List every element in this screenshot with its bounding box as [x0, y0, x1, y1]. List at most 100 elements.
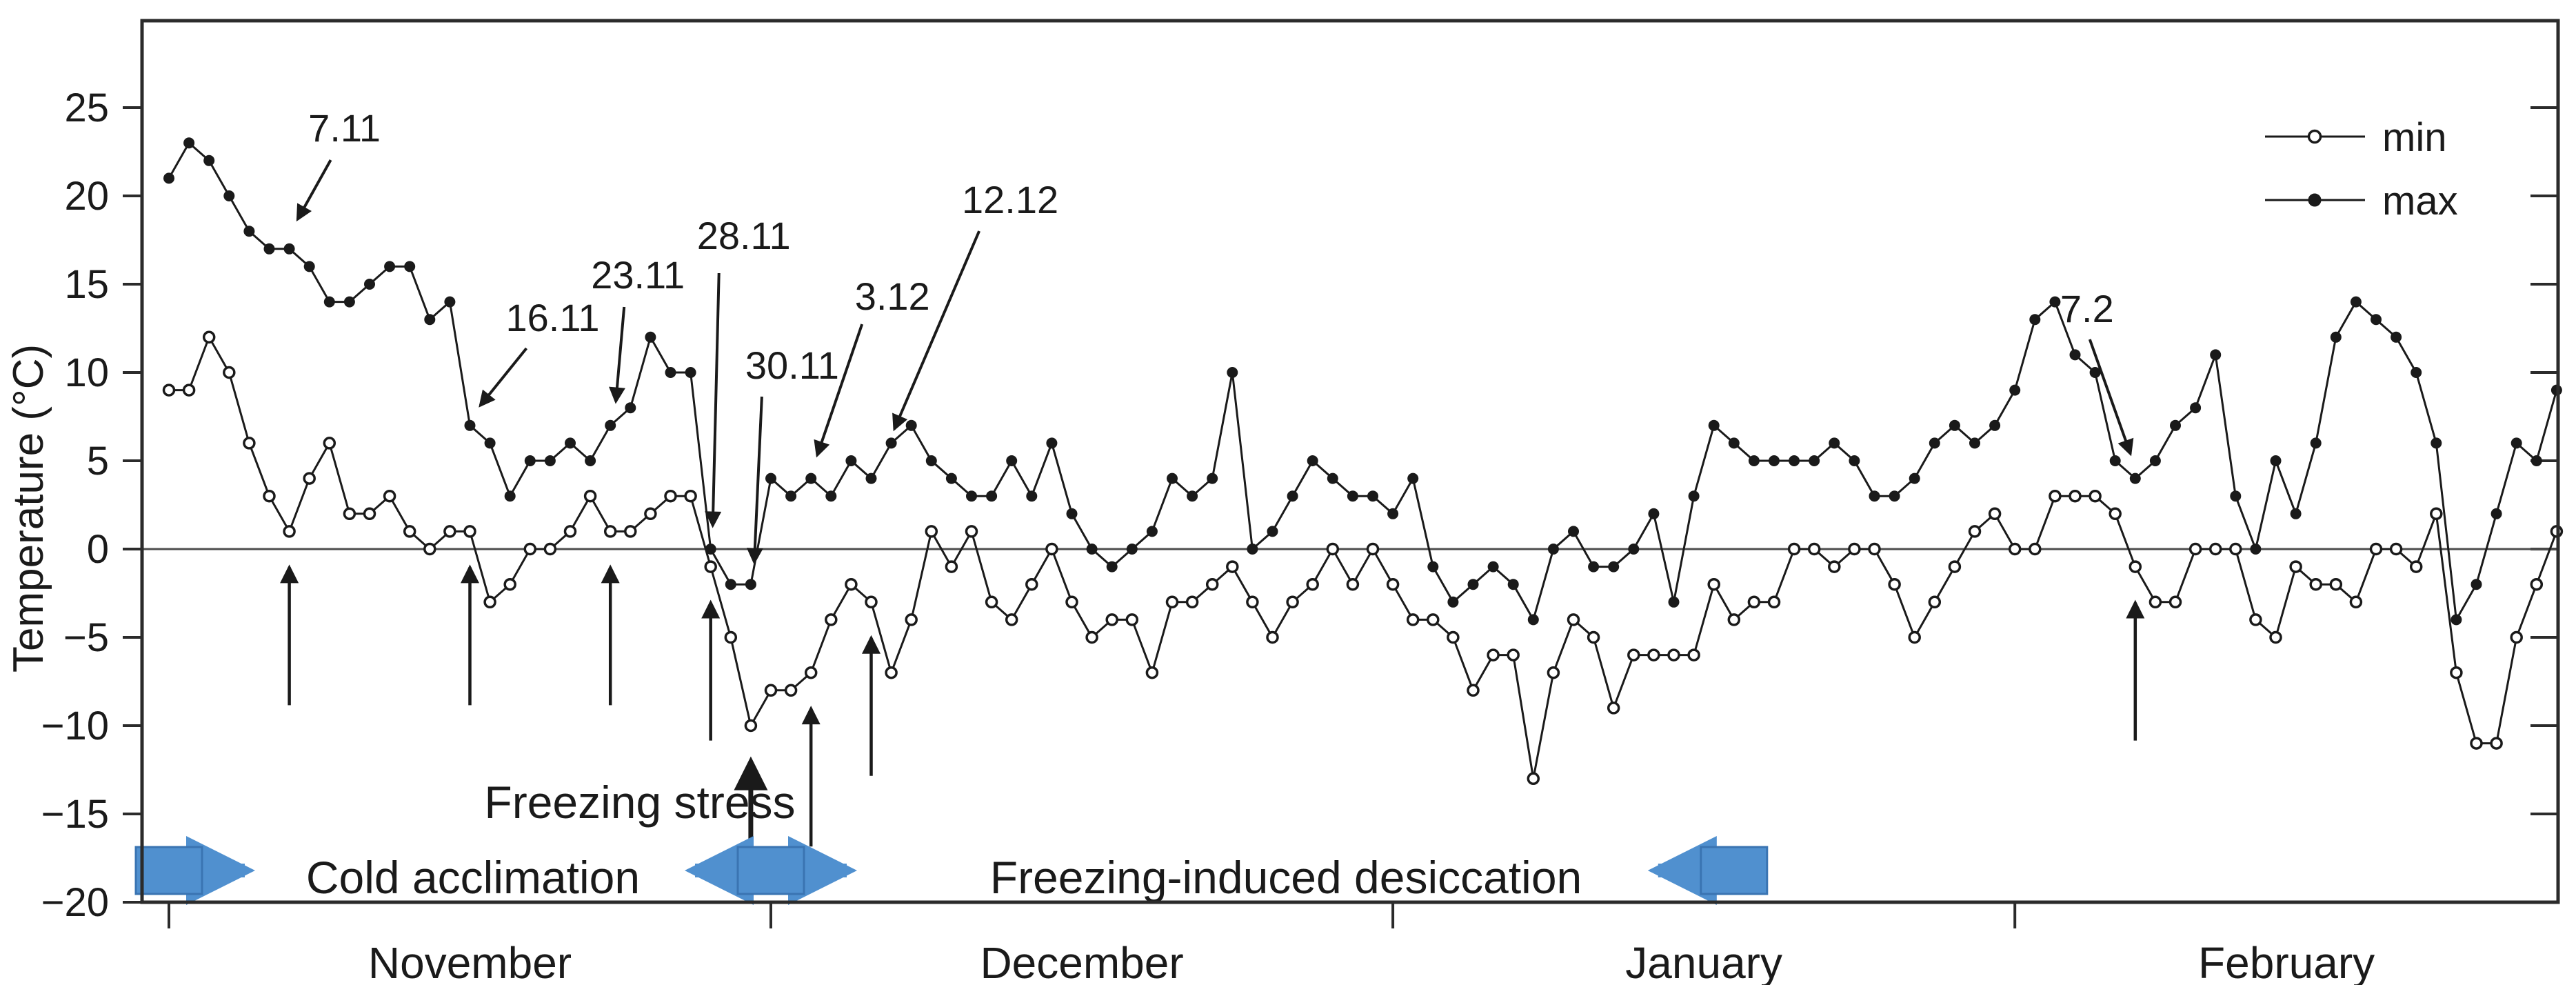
data-point-min [1968, 525, 1982, 538]
data-point-min [2369, 542, 2383, 556]
start-of-acclimation-marker [134, 836, 255, 905]
data-point-min [845, 577, 858, 591]
data-point-min [2450, 666, 2463, 679]
data-point-min [162, 384, 176, 397]
data-point-min [744, 719, 758, 733]
data-point-min [1527, 772, 1540, 786]
chart-content: 25 20 15 10 5 0 −5 −10 −15 −20 November December Jan… [41, 86, 2564, 985]
data-point-max [665, 367, 676, 378]
data-point-max [1367, 490, 1378, 502]
data-point-max [504, 490, 516, 502]
month-label-november: November [368, 938, 572, 985]
plot-frame [140, 19, 2560, 904]
data-point-max [986, 490, 998, 502]
data-point-min [2249, 613, 2262, 626]
data-point-max [283, 243, 295, 255]
data-point-min [323, 437, 336, 450]
data-point-max [2089, 367, 2101, 378]
data-point-max [544, 455, 556, 466]
range-box-icon [134, 846, 203, 895]
data-point-max [1467, 579, 1479, 590]
data-point-max [524, 455, 536, 466]
data-point-max [2471, 579, 2482, 590]
data-point-min [1326, 542, 1340, 556]
data-point-min [1868, 542, 1881, 556]
data-point-min [2169, 595, 2182, 609]
annotation-label-7.11: 7.11 [308, 106, 381, 150]
data-point-min [263, 489, 276, 503]
data-point-max [384, 261, 396, 272]
annotation-label-23.11: 23.11 [591, 253, 685, 297]
data-point-max [484, 437, 496, 449]
y-tick-label: 20 [64, 174, 109, 219]
y-tick-label: 5 [87, 439, 109, 484]
data-point-min [243, 437, 256, 450]
data-point-max [2411, 367, 2422, 378]
data-point-min [1707, 577, 1720, 591]
annotation-arrow-16.11 [479, 347, 528, 408]
data-point-max [2190, 402, 2202, 414]
data-point-min [363, 507, 376, 521]
phase-label-freezing-induced-desiccation: Freezing-induced desiccation [990, 852, 1582, 903]
data-point-max [1708, 419, 1720, 431]
data-point-min [1787, 542, 1801, 556]
data-point-min [1988, 507, 2002, 521]
y-tick-label: −5 [63, 615, 109, 660]
data-point-max [765, 472, 776, 484]
data-point-max [263, 243, 275, 255]
data-point-max [1487, 561, 1499, 573]
data-point-max [705, 544, 716, 555]
data-point-min [383, 489, 396, 503]
data-point-max [1769, 455, 1780, 466]
annotation-label-7.2: 7.2 [2060, 287, 2114, 330]
data-point-min [543, 542, 557, 556]
data-point-max [1809, 455, 1820, 466]
data-point-min [182, 384, 196, 397]
month-label-december: December [980, 938, 1183, 985]
data-point-max [1207, 472, 1218, 484]
data-point-min [202, 330, 216, 344]
data-point-min [1467, 684, 1480, 697]
data-point-max [1267, 526, 1278, 537]
data-point-max [1447, 596, 1459, 608]
data-point-max [1387, 508, 1399, 519]
data-point-min [1908, 630, 1921, 644]
data-point-max [404, 261, 416, 272]
data-point-max [2270, 455, 2282, 466]
data-point-min [1607, 702, 1620, 715]
data-point-max [2310, 437, 2322, 449]
y-tick-label: −15 [41, 792, 109, 837]
data-point-min [1366, 542, 1380, 556]
data-point-min [2188, 542, 2202, 556]
data-point-min [1567, 613, 1580, 626]
y-tick-label: −10 [41, 704, 109, 748]
data-point-min [1747, 595, 1761, 609]
data-point-max [725, 579, 736, 590]
data-point-min [1507, 648, 1520, 661]
legend-max-marker-icon [2308, 193, 2322, 207]
data-point-min [2029, 542, 2042, 556]
data-point-min [503, 577, 516, 591]
data-point-max [585, 455, 596, 466]
data-point-max [1688, 490, 1700, 502]
range-box-icon [1700, 846, 1769, 895]
data-point-min [905, 613, 918, 626]
data-point-max [1507, 579, 1519, 590]
data-point-min [303, 472, 316, 485]
data-point-max [2290, 508, 2302, 519]
data-point-min [2109, 507, 2122, 521]
data-point-max [605, 419, 616, 431]
data-point-max [1247, 544, 1258, 555]
data-point-min [1888, 577, 1901, 591]
data-point-max [945, 472, 957, 484]
mid-january-marker [1647, 836, 1769, 905]
data-point-min [2409, 560, 2423, 573]
data-point-min [1165, 595, 1179, 609]
data-point-max [865, 472, 877, 484]
data-point-min [2510, 630, 2523, 644]
month-label-january: January [1625, 938, 1782, 985]
data-point-max [1307, 455, 1318, 466]
data-point-max [1547, 544, 1559, 555]
